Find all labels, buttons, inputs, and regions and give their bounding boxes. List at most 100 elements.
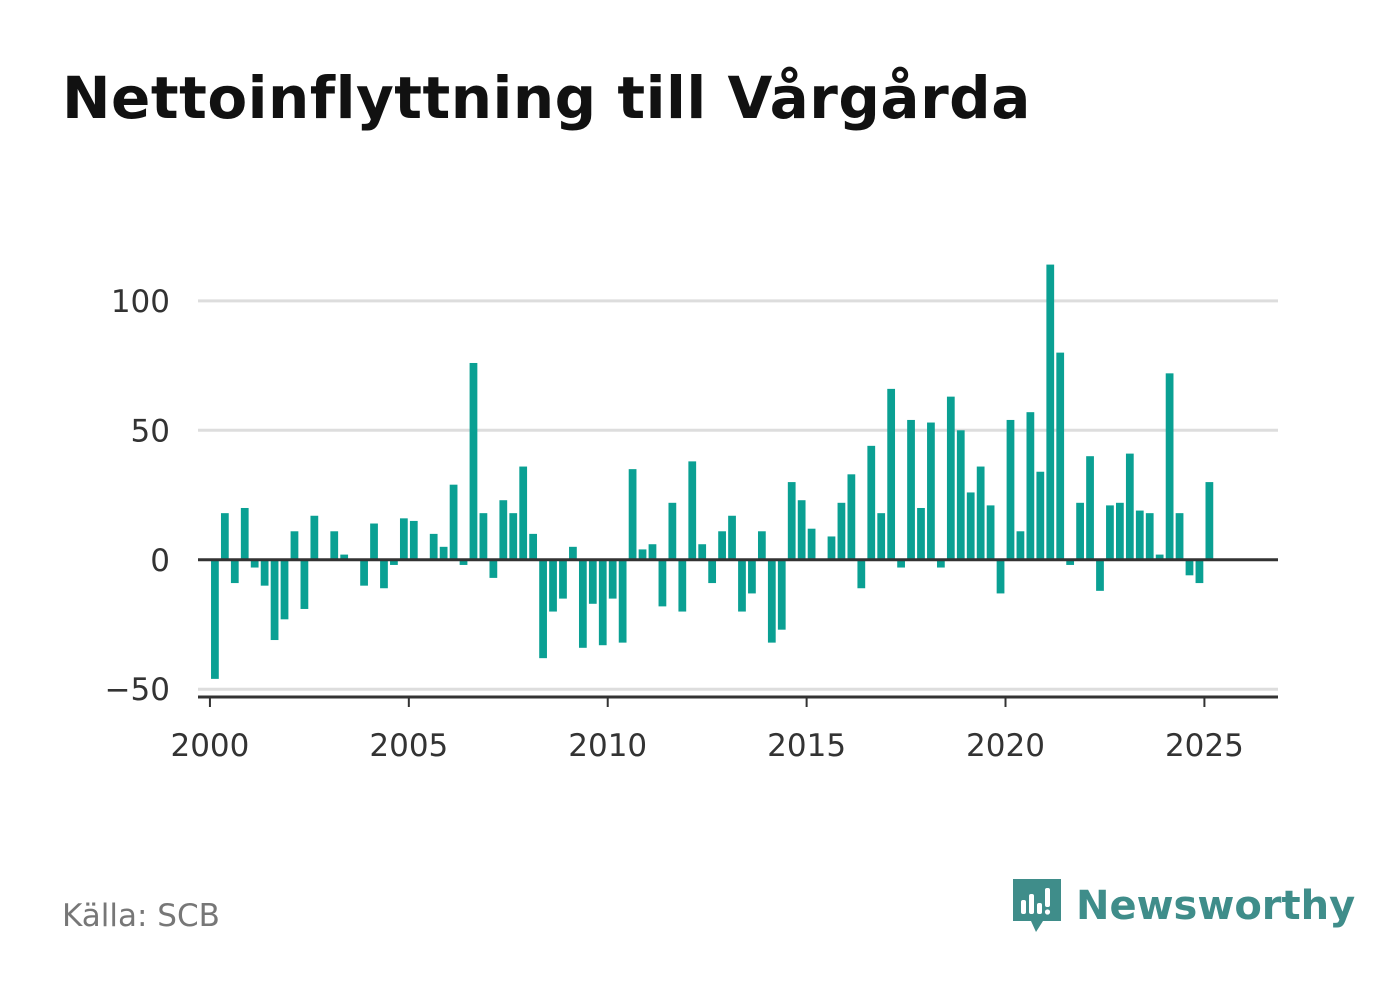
bar [757,531,766,560]
bar [648,544,657,560]
bar [499,500,508,560]
bar [588,559,597,604]
bar [986,505,995,560]
bar [668,502,677,560]
bar [549,559,557,612]
bar [1036,471,1045,560]
bar [807,528,816,560]
bar [250,559,259,568]
bar [399,518,408,560]
bar [1116,502,1124,560]
bar [827,536,836,560]
bar [936,559,945,568]
bar [449,484,458,560]
y-tick-label: 0 [150,543,170,579]
bar [1096,559,1104,591]
bar [837,502,846,560]
bar [429,533,438,560]
bar [380,559,388,589]
bar [1185,559,1194,576]
bar [1135,510,1144,560]
bar [300,559,309,609]
bar [240,507,249,560]
bar [887,388,896,560]
bar [638,549,647,560]
bar [927,422,935,560]
x-tick-label: 2005 [369,728,448,764]
bar [847,474,856,560]
brand-logo[interactable]: Newsworthy [1010,876,1355,936]
bar [330,531,339,560]
newsworthy-logo-icon [1013,879,1061,932]
bar [867,445,876,560]
bar [370,523,378,560]
bar [1145,513,1154,560]
bar [220,513,229,560]
bar [698,544,707,560]
bar [708,559,717,584]
bar [1006,419,1015,560]
bar [569,546,577,560]
brand-name: Newsworthy [1076,883,1356,929]
bar [340,554,349,560]
chart-title: Nettoinflyttning till Vårgårda [62,64,1031,132]
bar [678,559,687,612]
bar [608,559,617,599]
bar [618,559,627,643]
bar [211,559,219,679]
bar [469,362,478,560]
bar [907,419,915,560]
bar [598,559,607,646]
y-tick-label: 100 [111,284,170,320]
bar [917,507,925,560]
source-note: Källa: SCB [62,898,220,934]
bars [211,264,1214,679]
bar [260,559,269,586]
bar [1056,352,1065,560]
bar [996,559,1005,594]
bar [290,531,299,560]
bar [857,559,866,589]
bar [360,559,368,586]
x-tick-label: 2020 [966,728,1045,764]
bar [797,500,806,560]
bar [688,461,697,560]
bar [1026,412,1035,560]
bar [738,559,746,612]
bar [718,531,726,560]
bar [728,515,736,560]
bar [509,513,518,560]
x-tick-label: 2000 [170,728,249,764]
x-tick-label: 2015 [767,728,846,764]
axes [198,558,1278,707]
bar [1046,264,1055,560]
bar [1016,531,1025,560]
bar [877,513,886,560]
bar [748,559,756,594]
bar [1165,373,1174,560]
bar [310,515,319,560]
bar [1106,505,1114,560]
bar [439,546,448,560]
bar [519,466,528,560]
bar [1155,554,1164,560]
bar [1125,453,1134,560]
bar [539,559,547,659]
bar [270,559,279,641]
bar [1076,502,1084,560]
bar [578,559,587,648]
bar [390,559,398,565]
bar [230,559,239,584]
x-tick-label: 2010 [568,728,647,764]
bar [1175,513,1184,560]
bar [658,559,667,607]
bar [459,559,468,565]
y-tick-label: −50 [105,672,170,708]
bar [489,559,498,578]
y-tick-label: 50 [131,413,170,449]
bar [479,513,488,560]
bar [787,482,796,560]
bar [559,559,567,599]
bar [777,559,786,630]
